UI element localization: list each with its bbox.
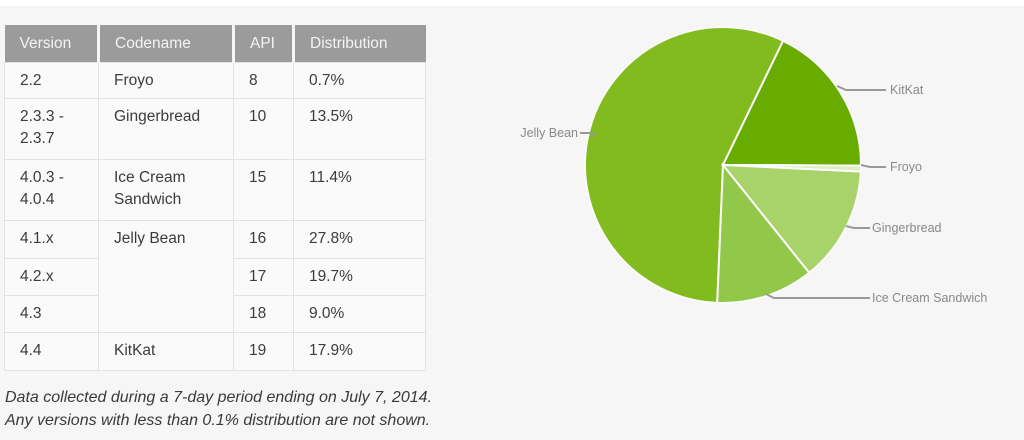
header-version: Version bbox=[4, 25, 100, 63]
header-distribution: Distribution bbox=[293, 25, 426, 63]
version-link[interactable]: 2.2 bbox=[4, 62, 99, 99]
pie-label-kitkat: KitKat bbox=[890, 83, 924, 97]
version-link[interactable]: 4.1.x bbox=[4, 220, 99, 259]
header-codename: Codename bbox=[98, 25, 235, 63]
table-row: 4.4 KitKat 19 17.9% bbox=[4, 332, 426, 371]
version-link[interactable]: 2.3.3 - 2.3.7 bbox=[4, 98, 99, 160]
version-link[interactable]: 4.0.3 - 4.0.4 bbox=[4, 159, 99, 221]
api-cell: 10 bbox=[233, 98, 294, 160]
distribution-cell: 27.8% bbox=[293, 220, 426, 259]
api-cell: 16 bbox=[233, 220, 294, 259]
top-white-strip bbox=[0, 0, 1024, 6]
version-link[interactable]: 4.2.x bbox=[4, 258, 99, 296]
codename-cell-jelly-bean: Jelly Bean bbox=[98, 220, 234, 333]
codename-cell: Froyo bbox=[98, 62, 234, 99]
pie-slices-group bbox=[583, 26, 863, 304]
distribution-cell: 19.7% bbox=[293, 258, 426, 296]
distribution-cell: 17.9% bbox=[293, 332, 426, 371]
table-row: 2.2 Froyo 8 0.7% bbox=[4, 62, 426, 99]
leader-line-gingerbread bbox=[845, 225, 870, 229]
leader-line-kitkat bbox=[836, 85, 886, 91]
api-cell: 18 bbox=[233, 295, 294, 333]
pie-label-ice-cream-sandwich: Ice Cream Sandwich bbox=[872, 291, 988, 305]
distribution-cell: 13.5% bbox=[293, 98, 426, 160]
api-cell: 8 bbox=[233, 62, 294, 99]
pie-label-froyo: Froyo bbox=[890, 160, 922, 174]
pie-slice-ice-cream-sandwich[interactable] bbox=[716, 162, 811, 304]
data-collection-footnote: Data collected during a 7-day period end… bbox=[5, 386, 475, 432]
codename-cell: Ice Cream Sandwich bbox=[98, 159, 234, 221]
table-row: 4.2.x 17 19.7% bbox=[4, 258, 426, 296]
codename-cell: KitKat bbox=[98, 332, 234, 371]
leader-line-ice-cream-sandwich bbox=[765, 293, 870, 299]
distribution-cell: 0.7% bbox=[293, 62, 426, 99]
table-row: 4.3 18 9.0% bbox=[4, 295, 426, 333]
version-link[interactable]: 4.3 bbox=[4, 295, 99, 333]
pie-slice-jelly-bean[interactable] bbox=[583, 26, 785, 304]
table-row: 2.3.3 - 2.3.7 Gingerbread 10 13.5% bbox=[4, 98, 426, 160]
header-api: API bbox=[233, 25, 295, 63]
leader-line-froyo bbox=[860, 164, 886, 168]
footnote-line-2: Any versions with less than 0.1% distrib… bbox=[5, 412, 431, 429]
table-header-row: Version Codename API Distribution bbox=[4, 25, 426, 63]
version-link[interactable]: 4.4 bbox=[4, 332, 99, 371]
table-row: 4.1.x Jelly Bean 16 27.8% bbox=[4, 220, 426, 333]
footnote-line-1: Data collected during a 7-day period end… bbox=[5, 389, 432, 406]
leader-line-jelly-bean bbox=[580, 132, 597, 136]
distribution-cell: 9.0% bbox=[293, 295, 426, 333]
distribution-pie-chart: Jelly Bean KitKat Froyo Gingerbread Ice … bbox=[480, 0, 1024, 440]
distribution-cell: 11.4% bbox=[293, 159, 426, 221]
version-distribution-table: Version Codename API Distribution 2.2 Fr… bbox=[4, 25, 426, 371]
pie-chart-svg bbox=[580, 26, 886, 304]
api-cell: 17 bbox=[233, 258, 294, 296]
pie-label-jelly-bean: Jelly Bean bbox=[520, 126, 578, 140]
pie-slice-kitkat[interactable] bbox=[721, 39, 863, 167]
table-row: 4.0.3 - 4.0.4 Ice Cream Sandwich 15 11.4… bbox=[4, 159, 426, 221]
api-cell: 19 bbox=[233, 332, 294, 371]
pie-slice-gingerbread[interactable] bbox=[720, 163, 862, 275]
api-cell: 15 bbox=[233, 159, 294, 221]
pie-label-gingerbread: Gingerbread bbox=[872, 221, 942, 235]
codename-cell: Gingerbread bbox=[98, 98, 234, 160]
